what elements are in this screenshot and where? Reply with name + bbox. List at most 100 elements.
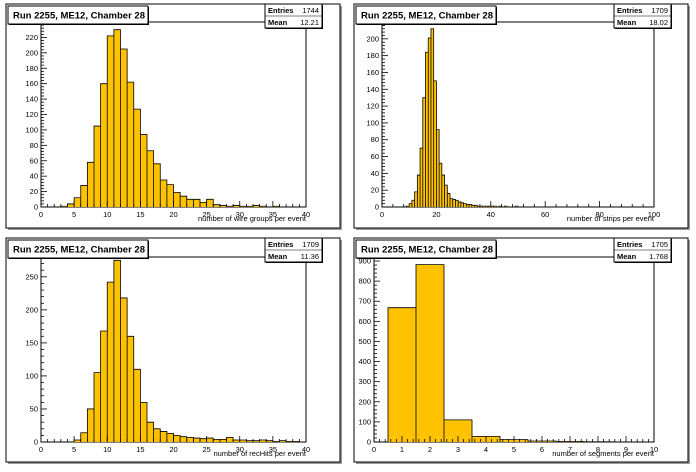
histogram-bar [74, 440, 81, 442]
histogram-pad-4: 0 1 2 3 4 5 6 7 8 9 100100200300400500600700800900… [353, 237, 690, 464]
histogram-bar [417, 175, 421, 207]
y-tick-label: 500 [358, 337, 371, 346]
histogram-bar [94, 372, 101, 442]
histogram-bar [213, 204, 220, 207]
histogram-bars [74, 260, 300, 442]
x-tick-label: 0 [372, 445, 376, 454]
x-tick-label: 3 [456, 445, 460, 454]
histogram-bar [200, 438, 207, 442]
x-tick-label: 15 [136, 210, 144, 219]
histogram-bar [474, 205, 478, 207]
y-axis: 0 50 100 150 200 250 [25, 256, 47, 447]
x-axis: 0 5 10 15 20 25 30 35 40 [39, 201, 310, 219]
y-tick-label: 40 [30, 172, 38, 181]
histogram-bar [463, 203, 467, 207]
title-text: Run 2255, ME12, Chamber 28 [13, 245, 145, 256]
x-tick-label: 5 [512, 445, 516, 454]
histogram-bar [246, 440, 253, 442]
histogram-bar [485, 206, 489, 207]
histogram-bar [425, 52, 429, 207]
stats-mean-value: 12.21 [300, 18, 319, 27]
x-tick-label: 25 [202, 445, 210, 454]
y-tick-label: 80 [371, 135, 379, 144]
x-axis: 0 1 2 3 4 5 6 7 8 9 10 [372, 436, 658, 454]
histogram-bar [219, 439, 227, 442]
histogram-bar [67, 203, 75, 207]
x-tick-label: 10 [103, 445, 111, 454]
y-tick-label: 120 [366, 102, 379, 111]
histogram-pad-3: 0 5 10 15 20 25 30 35 40 0 50 100 150 200 250 number of… [5, 237, 342, 464]
y-tick-label: 140 [25, 95, 38, 104]
pad-title: Run 2255, ME12, Chamber 28 [7, 239, 149, 259]
histogram-bar [406, 206, 410, 207]
y-tick-label: 700 [358, 297, 371, 306]
histogram-bar [74, 197, 81, 207]
histogram-bar [411, 200, 415, 207]
histogram-bar [80, 185, 88, 207]
x-tick-label: 9 [624, 445, 628, 454]
plot-area [40, 21, 307, 208]
histogram-bar [213, 439, 220, 442]
y-tick-label: 100 [358, 417, 371, 426]
y-tick-label: 150 [25, 338, 38, 347]
x-axis-label: number of segments per event [552, 449, 655, 458]
histogram-bar [94, 126, 101, 207]
y-tick-label: 60 [30, 156, 38, 165]
histogram-bar [193, 199, 200, 207]
x-tick-label: 20 [169, 445, 177, 454]
histogram-bar [460, 202, 464, 207]
y-tick-label: 220 [25, 33, 38, 42]
histogram-bar [140, 402, 147, 442]
histogram-bar [455, 200, 459, 207]
histogram-bar [160, 180, 167, 207]
x-tick-label: 35 [269, 445, 277, 454]
title-text: Run 2255, ME12, Chamber 28 [361, 245, 493, 256]
x-tick-label: 20 [169, 210, 177, 219]
x-tick-label: 10 [103, 210, 111, 219]
y-tick-label: 0 [34, 203, 38, 212]
histogram-bar [469, 204, 472, 207]
y-tick-label: 200 [358, 397, 371, 406]
stats-box: Entries 1705 Mean 1.768 [613, 237, 672, 263]
histogram-bar [253, 440, 260, 442]
histogram-bar [450, 198, 453, 207]
stats-mean-label: Mean [268, 18, 288, 27]
y-tick-label: 800 [358, 277, 371, 286]
y-tick-label: 20 [371, 186, 379, 195]
y-tick-label: 140 [366, 85, 379, 94]
histogram-bar [444, 419, 472, 442]
y-tick-label: 180 [366, 51, 379, 60]
stats-box: Entries 1709 Mean 11.36 [264, 237, 323, 263]
y-tick-label: 160 [366, 68, 379, 77]
histogram-bar [233, 205, 240, 207]
histogram-bar [147, 150, 154, 207]
y-axis: 0 100 200 300 400 500 600 700 800 900 [358, 257, 380, 447]
title-box [7, 239, 149, 259]
stats-entries-value: 1705 [651, 240, 668, 249]
stats-mean-label: Mean [617, 18, 637, 27]
histogram-bar [107, 35, 114, 207]
histogram-outline [387, 264, 640, 443]
y-tick-label: 180 [25, 64, 38, 73]
stats-mean-value: 1.768 [649, 252, 668, 261]
x-tick-label: 1 [400, 445, 404, 454]
histogram-bar [140, 134, 147, 207]
histogram-bar [279, 440, 287, 442]
stats-entries-value: 1709 [651, 6, 668, 15]
histogram-pad-2: 0204060801000204060801001201401601802002… [353, 3, 690, 230]
stats-box: Entries 1744 Mean 12.21 [264, 3, 323, 29]
title-box [7, 5, 149, 25]
histogram-bar [259, 440, 267, 442]
y-tick-label: 900 [358, 257, 371, 266]
histogram-bar [160, 431, 167, 442]
stats-mean-label: Mean [617, 252, 637, 261]
x-tick-label: 35 [269, 210, 277, 219]
title-box [355, 5, 497, 25]
y-tick-label: 250 [25, 272, 38, 281]
histogram-bar [441, 175, 445, 207]
x-tick-label: 30 [236, 210, 244, 219]
stats-entries-value: 1709 [302, 240, 319, 249]
histogram-bar [433, 80, 437, 207]
histogram-pad-1: 0 5 10 15 20 25 30 35 40 0 20 40 60 80 100 120 140 160 180… [5, 3, 342, 230]
histogram-bar [498, 206, 502, 207]
